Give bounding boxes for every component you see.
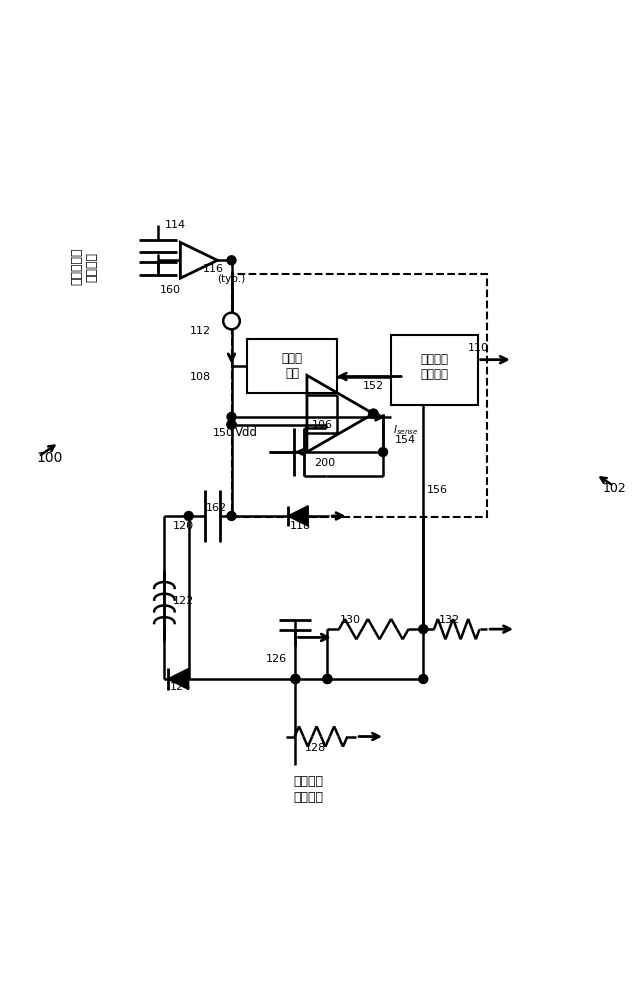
Text: 122: 122 [173,596,194,606]
Text: 106: 106 [311,420,333,430]
Bar [247,339,337,393]
Text: 152: 152 [363,381,384,391]
Text: 108: 108 [190,372,211,382]
Polygon shape [288,506,308,526]
Text: $I_{sense}$: $I_{sense}$ [393,423,419,437]
Text: 经调节的: 经调节的 [293,791,323,804]
Bar [392,335,478,405]
Text: 114: 114 [164,220,186,230]
Text: 118: 118 [290,521,311,531]
Text: 126: 126 [265,654,286,664]
Circle shape [323,675,332,683]
Circle shape [227,420,236,429]
Text: 112: 112 [190,326,211,336]
Polygon shape [168,668,189,690]
Text: 110: 110 [468,343,489,353]
Text: 116: 116 [203,264,224,274]
Circle shape [419,675,428,683]
Text: (typ.): (typ.) [218,274,246,284]
Text: 150: 150 [213,428,233,438]
Text: Vdd: Vdd [235,426,257,439]
Text: 156: 156 [426,485,447,495]
Text: 未经调节的
供应电压: 未经调节的 供应电压 [71,248,98,285]
Circle shape [369,409,378,418]
Text: 102: 102 [602,482,626,495]
Text: 100: 100 [37,451,63,465]
Text: 输出电压: 输出电压 [293,775,323,788]
Text: 128: 128 [305,743,326,753]
Text: 132: 132 [439,615,460,625]
Circle shape [291,675,300,683]
Text: 160: 160 [160,285,181,295]
Circle shape [227,317,236,325]
Circle shape [323,675,332,683]
Text: 124: 124 [169,682,191,692]
Circle shape [184,512,193,520]
Bar [232,274,487,517]
Text: 130: 130 [340,615,361,625]
Circle shape [223,313,240,329]
Text: 200: 200 [315,458,336,468]
Circle shape [369,409,378,418]
Circle shape [379,448,388,457]
Circle shape [227,420,236,429]
Text: 162: 162 [206,503,227,513]
Circle shape [227,412,236,421]
Circle shape [419,625,428,634]
Text: 120: 120 [173,521,194,531]
Circle shape [227,512,236,520]
Text: 154: 154 [395,435,415,445]
Circle shape [227,256,236,265]
Circle shape [291,675,300,683]
Text: 电平移
位器: 电平移 位器 [282,352,303,380]
Text: 脉冲宽度
调制控制: 脉冲宽度 调制控制 [421,353,449,381]
